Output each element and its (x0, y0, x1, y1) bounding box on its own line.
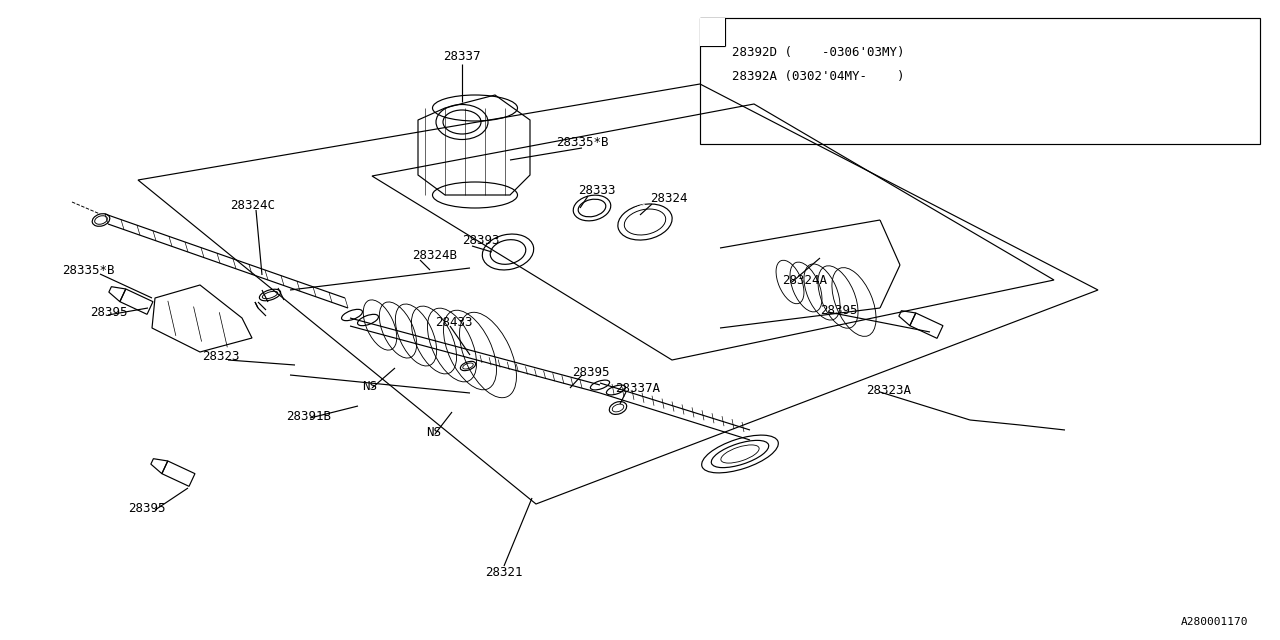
Text: NS: NS (362, 380, 378, 392)
Text: A280001170: A280001170 (1180, 617, 1248, 627)
Text: 28335*B: 28335*B (556, 136, 608, 148)
Text: 28323A: 28323A (867, 383, 911, 397)
Bar (700, 18, 1260, 144)
Text: 28391B: 28391B (285, 410, 332, 422)
Text: NS: NS (426, 426, 442, 438)
Bar (700, 18, 724, 46)
Text: 28337: 28337 (443, 49, 481, 63)
Text: 28335*B: 28335*B (61, 264, 114, 276)
Text: 28395: 28395 (128, 502, 165, 515)
Text: 28392D (    -0306'03MY): 28392D ( -0306'03MY) (732, 45, 905, 58)
Text: 28392A (0302'04MY-    ): 28392A (0302'04MY- ) (732, 70, 905, 83)
Text: 28395: 28395 (90, 305, 128, 319)
Text: 28395: 28395 (820, 303, 858, 317)
Text: 28337A: 28337A (614, 381, 660, 394)
Text: 28395: 28395 (572, 365, 609, 378)
Text: 28324: 28324 (650, 191, 687, 205)
Text: 28321: 28321 (485, 566, 522, 579)
Text: 28324C: 28324C (230, 198, 275, 211)
Text: 28324B: 28324B (412, 248, 457, 262)
Text: 28323: 28323 (202, 349, 239, 362)
Text: 28324A: 28324A (782, 273, 827, 287)
Text: 28393: 28393 (462, 234, 499, 246)
Text: 28333: 28333 (579, 184, 616, 196)
Text: 28433: 28433 (435, 316, 472, 328)
